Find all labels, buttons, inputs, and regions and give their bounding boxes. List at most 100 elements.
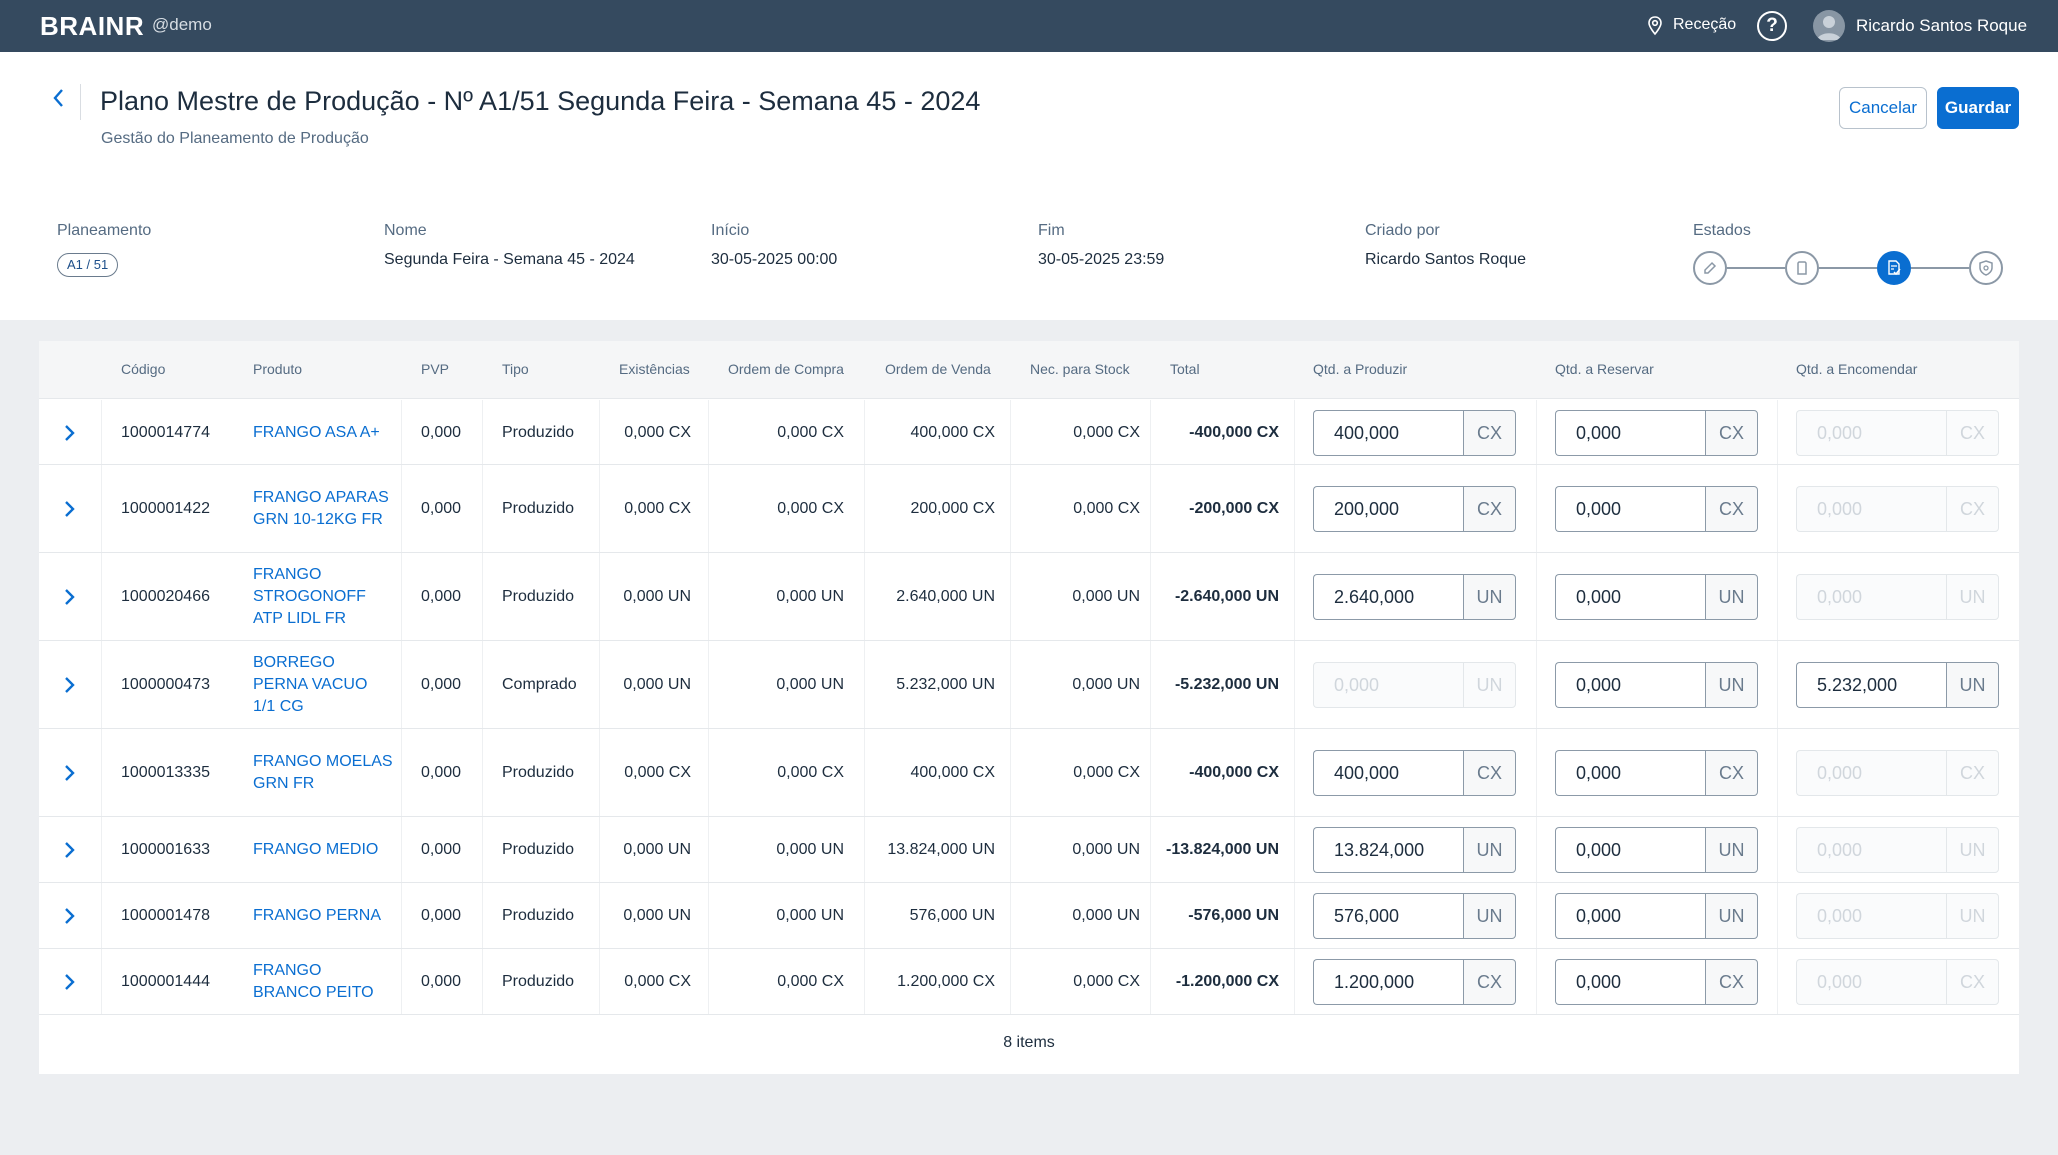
product-link[interactable]: FRANGO MEDIO xyxy=(253,841,379,858)
qtd-reservar-input[interactable]: 0,000 CX xyxy=(1555,409,1758,456)
qtd-reservar-input[interactable]: 0,000 UN xyxy=(1555,574,1758,620)
column-divider xyxy=(708,883,709,948)
qtd-produzir-input[interactable]: 2.640,000 UN xyxy=(1313,574,1516,620)
qtd-produzir-input[interactable]: 13.824,000 UN xyxy=(1313,827,1516,873)
cancel-button[interactable]: Cancelar xyxy=(1839,87,1927,129)
table-row[interactable]: 1000001422 FRANGO APARAS GRN 10-12KG FR 0,… xyxy=(39,465,2019,553)
product-link[interactable]: BORREGO PERNA VACUO 1/1 CG xyxy=(253,654,368,715)
qtd-reservar-input-value[interactable]: 0,000 xyxy=(1555,662,1705,708)
expand-row-chevron-icon[interactable] xyxy=(59,906,79,926)
column-header-ordem-compra[interactable]: Ordem de Compra xyxy=(728,361,844,377)
expand-row-chevron-icon[interactable] xyxy=(59,675,79,695)
qtd-produzir-input-value[interactable]: 400,000 xyxy=(1313,750,1463,796)
table-row[interactable]: 1000014774 FRANGO ASA A+ 0,000 Produzido 0,0… xyxy=(39,400,2019,465)
qtd-produzir-input[interactable]: 1.200,000 CX xyxy=(1313,959,1516,1005)
back-button[interactable] xyxy=(44,84,72,120)
column-header-total[interactable]: Total xyxy=(1170,361,1200,377)
qtd-reservar-input-value[interactable]: 0,000 xyxy=(1555,750,1705,796)
column-header-tipo[interactable]: Tipo xyxy=(502,361,529,377)
table-row[interactable]: 1000020466 FRANGO STROGONOFF ATP LIDL FR 0… xyxy=(39,553,2019,641)
column-divider xyxy=(1294,465,1295,552)
qtd-reservar-input[interactable]: 0,000 UN xyxy=(1555,893,1758,939)
product-link[interactable]: FRANGO STROGONOFF ATP LIDL FR xyxy=(253,566,366,627)
table-row[interactable]: 1000000473 BORREGO PERNA VACUO 1/1 CG 0,00… xyxy=(39,641,2019,729)
column-divider xyxy=(101,465,102,552)
step-approved-document-icon[interactable] xyxy=(1877,251,1911,285)
column-header-qtd-encomendar[interactable]: Qtd. a Encomendar xyxy=(1796,361,1918,377)
table-row[interactable]: 1000013335 FRANGO MOELAS GRN FR 0,000 Produ… xyxy=(39,729,2019,817)
qtd-produzir-input-value[interactable]: 200,000 xyxy=(1313,486,1463,532)
column-header-ordem-venda[interactable]: Ordem de Venda xyxy=(885,361,991,377)
qtd-reservar-input-value[interactable]: 0,000 xyxy=(1555,827,1705,873)
qtd-produzir-input-value[interactable]: 13.824,000 xyxy=(1313,827,1463,873)
user-icon xyxy=(1817,16,1841,40)
qtd-produzir-input-unit: CX xyxy=(1463,486,1516,532)
qtd-reservar-input[interactable]: 0,000 CX xyxy=(1555,750,1758,796)
qtd-reservar-input[interactable]: 0,000 CX xyxy=(1555,486,1758,532)
qtd-reservar-input-value[interactable]: 0,000 xyxy=(1555,959,1705,1005)
step-edit-icon[interactable] xyxy=(1693,251,1727,285)
cell-nec-stock: 0,000 UN xyxy=(1072,588,1140,605)
qtd-reservar-input-value[interactable]: 0,000 xyxy=(1555,409,1705,456)
cell-ordem-venda: 2.640,000 UN xyxy=(896,588,995,605)
table-row[interactable]: 1000001444 FRANGO BRANCO PEITO 0,000 Produz… xyxy=(39,949,2019,1015)
column-divider xyxy=(1010,641,1011,728)
help-icon[interactable]: ? xyxy=(1757,11,1787,41)
cell-ordem-venda: 200,000 CX xyxy=(910,500,995,517)
cell-nec-stock: 0,000 UN xyxy=(1072,907,1140,924)
qtd-encomendar-input: 0,000 CX xyxy=(1796,486,1999,532)
qtd-reservar-input-value[interactable]: 0,000 xyxy=(1555,486,1705,532)
cell-total: -576,000 UN xyxy=(1188,907,1279,924)
table-row[interactable]: 1000001478 FRANGO PERNA 0,000 Produzido 0,00… xyxy=(39,883,2019,949)
qtd-produzir-input-value[interactable]: 576,000 xyxy=(1313,893,1463,939)
qtd-produzir-input-value[interactable]: 2.640,000 xyxy=(1313,574,1463,620)
qtd-encomendar-input[interactable]: 5.232,000 UN xyxy=(1796,662,1999,708)
qtd-produzir-input[interactable]: 576,000 UN xyxy=(1313,893,1516,939)
product-link[interactable]: FRANGO MOELAS GRN FR xyxy=(253,753,393,792)
product-link[interactable]: FRANGO APARAS GRN 10-12KG FR xyxy=(253,489,389,528)
brand-logo[interactable]: BRAINR xyxy=(40,11,145,41)
step-shield-icon[interactable] xyxy=(1969,251,2003,285)
qtd-produzir-input[interactable]: 400,000 CX xyxy=(1313,750,1516,796)
qtd-reservar-input-value[interactable]: 0,000 xyxy=(1555,574,1705,620)
avatar[interactable] xyxy=(1813,10,1845,42)
user-name[interactable]: Ricardo Santos Roque xyxy=(1856,16,2028,35)
qtd-reservar-input-value[interactable]: 0,000 xyxy=(1555,893,1705,939)
step-document-icon[interactable] xyxy=(1785,251,1819,285)
column-divider xyxy=(1777,400,1778,464)
column-header-qtd-reservar[interactable]: Qtd. a Reservar xyxy=(1555,361,1654,377)
step-connector xyxy=(1819,267,1877,269)
inicio-value: 30-05-2025 00:00 xyxy=(711,251,838,268)
save-button[interactable]: Guardar xyxy=(1937,87,2019,129)
product-link[interactable]: FRANGO ASA A+ xyxy=(253,423,380,441)
expand-row-chevron-icon[interactable] xyxy=(59,972,79,992)
column-header-existencias[interactable]: Existências xyxy=(619,361,690,377)
column-divider xyxy=(1536,949,1537,1014)
qtd-reservar-input[interactable]: 0,000 UN xyxy=(1555,662,1758,708)
location-label[interactable]: Receção xyxy=(1673,16,1737,33)
qtd-produzir-input[interactable]: 200,000 CX xyxy=(1313,486,1516,532)
qtd-encomendar-input-value[interactable]: 5.232,000 xyxy=(1796,662,1946,708)
expand-row-chevron-icon[interactable] xyxy=(59,423,79,443)
expand-row-chevron-icon[interactable] xyxy=(59,840,79,860)
qtd-encomendar-input-value: 0,000 xyxy=(1796,409,1946,456)
column-header-codigo[interactable]: Código xyxy=(121,361,166,377)
qtd-reservar-input[interactable]: 0,000 CX xyxy=(1555,959,1758,1005)
product-link[interactable]: FRANGO BRANCO PEITO xyxy=(253,962,374,1001)
qtd-reservar-input[interactable]: 0,000 UN xyxy=(1555,827,1758,873)
column-header-produto[interactable]: Produto xyxy=(253,361,303,377)
qtd-produzir-input-value[interactable]: 1.200,000 xyxy=(1313,959,1463,1005)
column-header-pvp[interactable]: PVP xyxy=(421,361,450,377)
expand-row-chevron-icon[interactable] xyxy=(59,763,79,783)
expand-row-chevron-icon[interactable] xyxy=(59,499,79,519)
qtd-produzir-input-value[interactable]: 400,000 xyxy=(1313,409,1463,456)
table-row[interactable]: 1000001633 FRANGO MEDIO 0,000 Produzido 0,00… xyxy=(39,817,2019,883)
column-header-qtd-produzir[interactable]: Qtd. a Produzir xyxy=(1313,361,1408,377)
column-divider xyxy=(864,883,865,948)
qtd-encomendar-input-value: 0,000 xyxy=(1796,893,1946,939)
cell-codigo: 1000001633 xyxy=(121,841,210,858)
column-header-nec-stock[interactable]: Nec. para Stock xyxy=(1030,361,1130,377)
qtd-produzir-input[interactable]: 400,000 CX xyxy=(1313,409,1516,456)
expand-row-chevron-icon[interactable] xyxy=(59,587,79,607)
product-link[interactable]: FRANGO PERNA xyxy=(253,907,382,924)
